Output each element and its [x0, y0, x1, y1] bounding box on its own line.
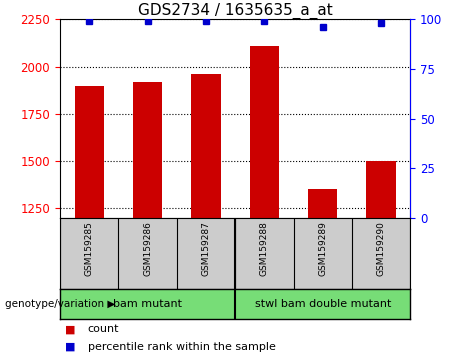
Text: GSM159286: GSM159286: [143, 221, 152, 276]
Text: stwl bam double mutant: stwl bam double mutant: [254, 298, 391, 309]
Text: bam mutant: bam mutant: [113, 298, 182, 309]
Bar: [308, 189, 337, 218]
Text: GSM159287: GSM159287: [201, 221, 210, 276]
Text: GSM159289: GSM159289: [318, 221, 327, 276]
Text: genotype/variation ▶: genotype/variation ▶: [5, 298, 115, 309]
Bar: [191, 74, 220, 218]
Text: GSM159285: GSM159285: [85, 221, 94, 276]
Text: GSM159288: GSM159288: [260, 221, 269, 276]
Bar: [366, 161, 396, 218]
Text: GSM159290: GSM159290: [377, 221, 385, 276]
Text: percentile rank within the sample: percentile rank within the sample: [88, 342, 276, 352]
Text: count: count: [88, 324, 119, 334]
Text: ■: ■: [65, 324, 75, 334]
Bar: [75, 86, 104, 218]
Title: GDS2734 / 1635635_a_at: GDS2734 / 1635635_a_at: [138, 3, 332, 19]
Text: ■: ■: [65, 342, 75, 352]
Bar: [133, 82, 162, 218]
Bar: [250, 46, 279, 218]
